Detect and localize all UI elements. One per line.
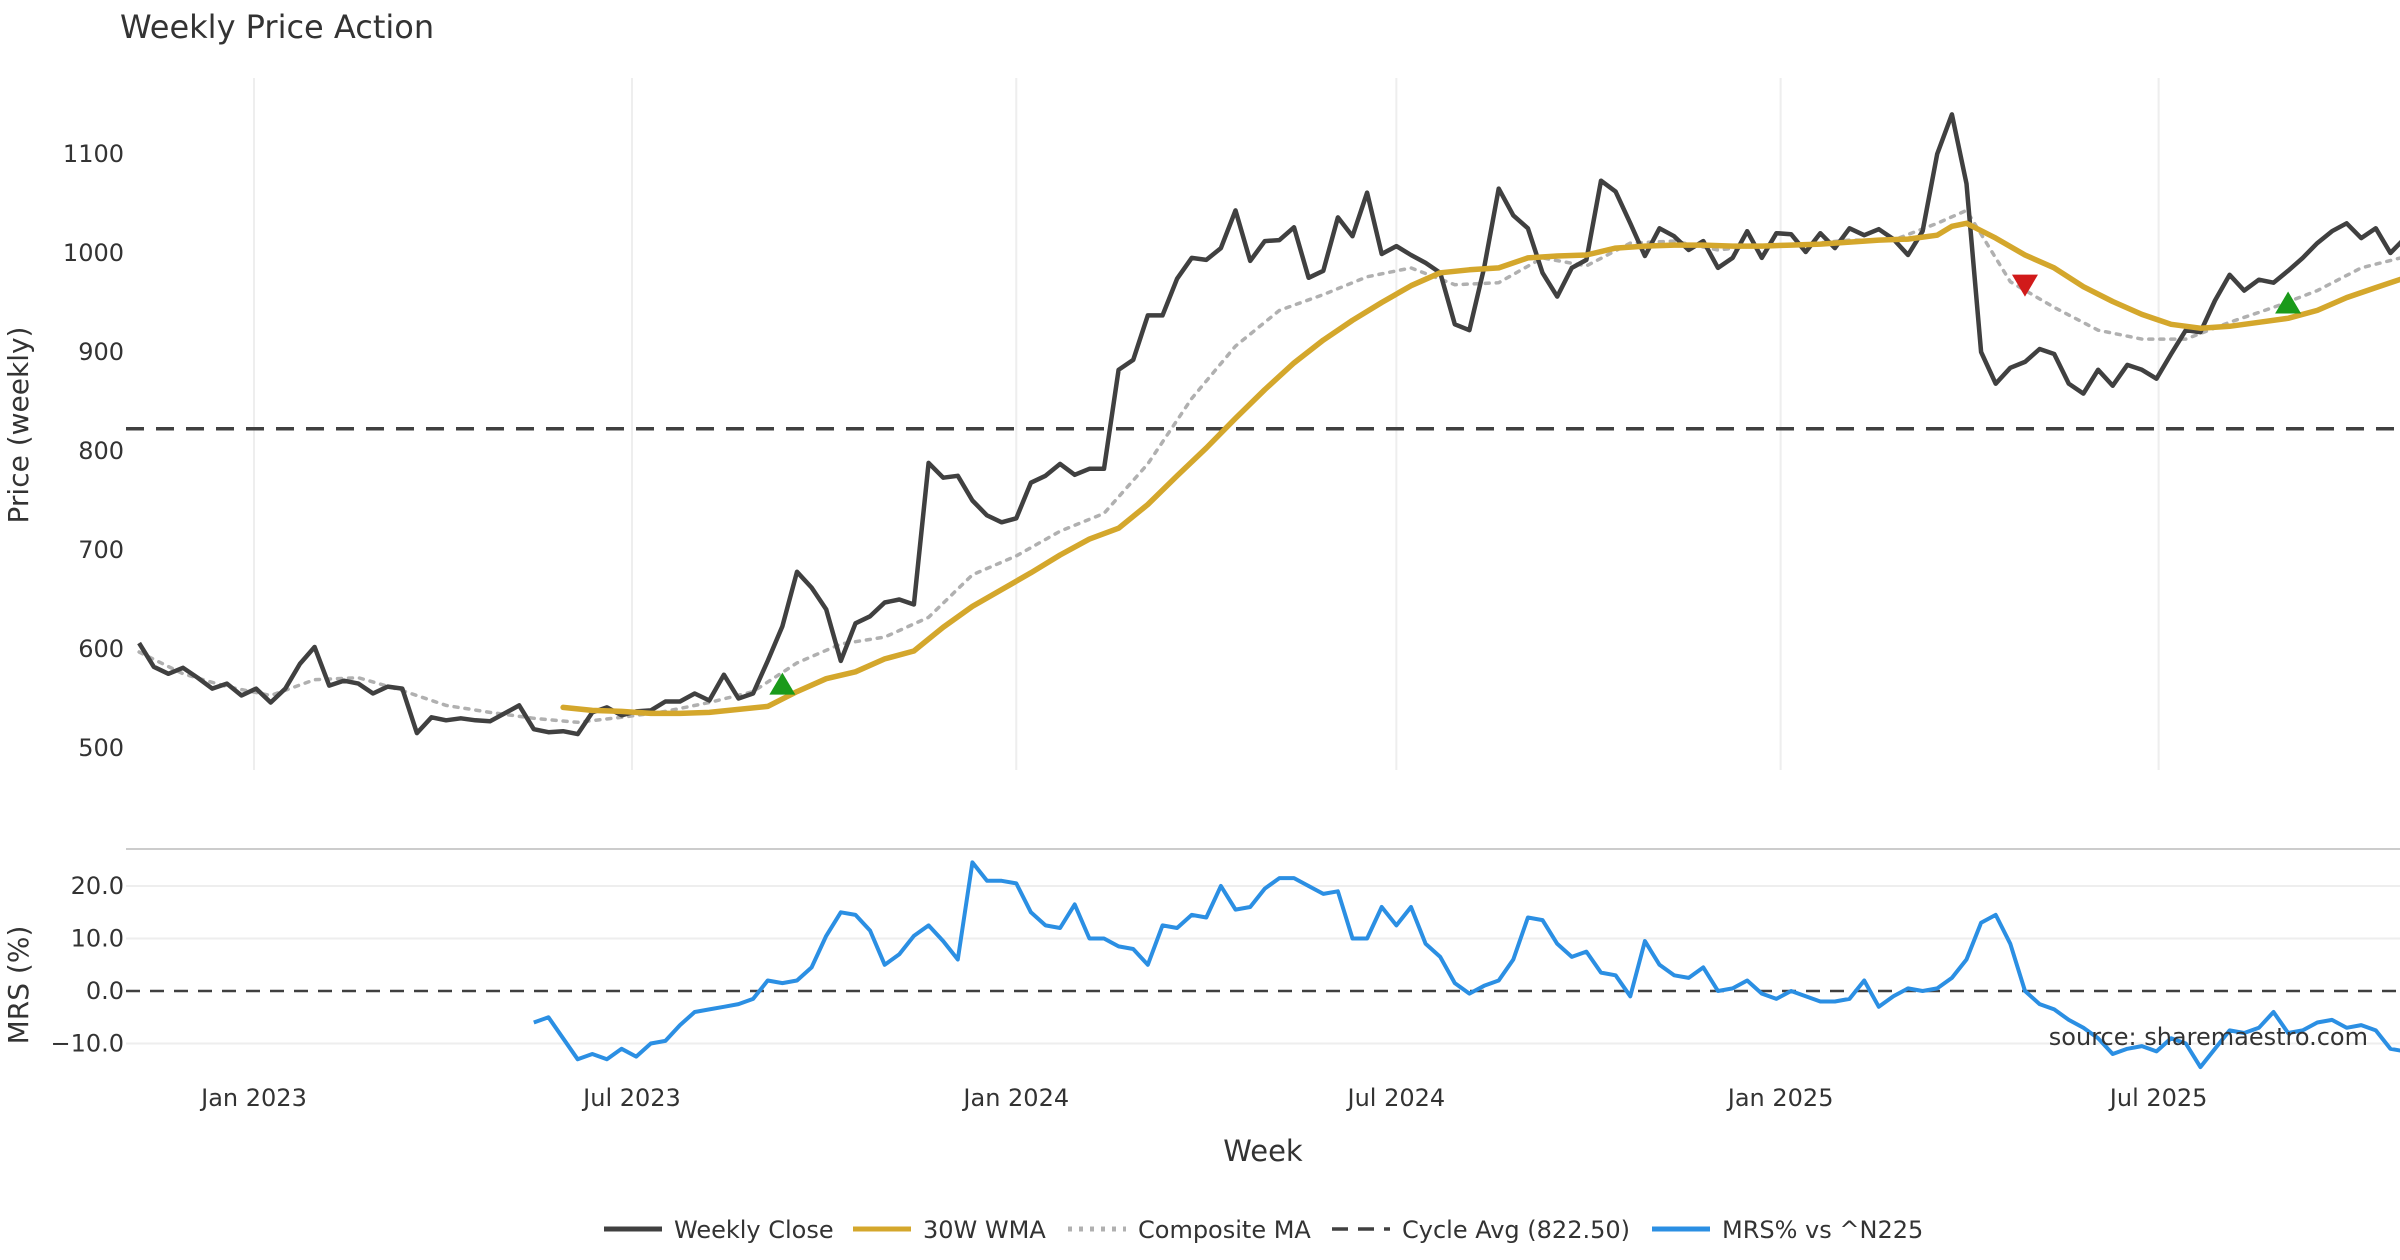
buy-signal-marker: [769, 672, 796, 695]
price-y-tick-label: 600: [78, 635, 124, 663]
price-y-tick-label: 700: [78, 536, 124, 564]
mrs-y-tick-label: 10.0: [71, 925, 124, 953]
legend-item: MRS% vs ^N225: [1652, 1216, 1923, 1244]
price-y-tick-label: 900: [78, 338, 124, 366]
legend-label: Composite MA: [1138, 1216, 1311, 1244]
x-tick-label: Jan 2025: [1726, 1084, 1834, 1112]
price-y-tick-labels: 500 600 700 800 900 1000 1100: [63, 140, 124, 762]
buy-signal-marker: [2275, 291, 2302, 314]
x-tick-label: Jul 2023: [581, 1084, 681, 1112]
price-y-tick-label: 800: [78, 437, 124, 465]
composite-ma-line: [137, 208, 2400, 725]
signal-markers: [769, 274, 2302, 695]
legend-label: Weekly Close: [674, 1216, 834, 1244]
mrs-y-tick-labels: 20.0 10.0 0.0 −10.0: [50, 872, 124, 1058]
mrs-y-tick-label: 20.0: [71, 872, 124, 900]
chart-title: Weekly Price Action: [120, 8, 434, 46]
legend-item: Weekly Close: [604, 1216, 834, 1244]
legend-label: MRS% vs ^N225: [1722, 1216, 1923, 1244]
legend-label: Cycle Avg (822.50): [1402, 1216, 1630, 1244]
mrs-y-tick-label: 0.0: [86, 977, 124, 1005]
x-tick-label: Jan 2023: [199, 1084, 307, 1112]
x-tick-label: Jul 2025: [2108, 1084, 2208, 1112]
mrs-y-axis-label: MRS (%): [2, 926, 35, 1045]
price-y-tick-label: 1000: [63, 239, 124, 267]
mrs-y-tick-label: −10.0: [50, 1030, 124, 1058]
source-note: source: sharemaestro.com: [2049, 1023, 2368, 1051]
price-grid: [253, 78, 2160, 770]
x-axis-label: Week: [1223, 1134, 1303, 1168]
wma-30w-line: [560, 220, 2400, 717]
legend: Weekly Close 30W WMA Composite MA Cycle Avg…: [604, 1216, 1923, 1244]
mrs-line: [533, 860, 2400, 1070]
x-tick-label: Jan 2024: [961, 1084, 1069, 1112]
legend-item: Composite MA: [1068, 1216, 1311, 1244]
mrs-grid: [126, 885, 2400, 1045]
legend-item: Cycle Avg (822.50): [1332, 1216, 1630, 1244]
x-tick-label: Jul 2024: [1346, 1084, 1446, 1112]
x-tick-labels: Jan 2023 Jul 2023 Jan 2024 Jul 2024 Jan 2025…: [199, 1084, 2207, 1112]
legend-item: 30W WMA: [853, 1216, 1046, 1244]
weekly-close-line: [137, 112, 2400, 737]
legend-label: 30W WMA: [923, 1216, 1046, 1244]
price-y-axis-label: Price (weekly): [2, 327, 35, 524]
price-y-tick-label: 1100: [63, 140, 124, 168]
price-y-tick-label: 500: [78, 734, 124, 762]
sell-signal-marker: [2011, 274, 2038, 297]
